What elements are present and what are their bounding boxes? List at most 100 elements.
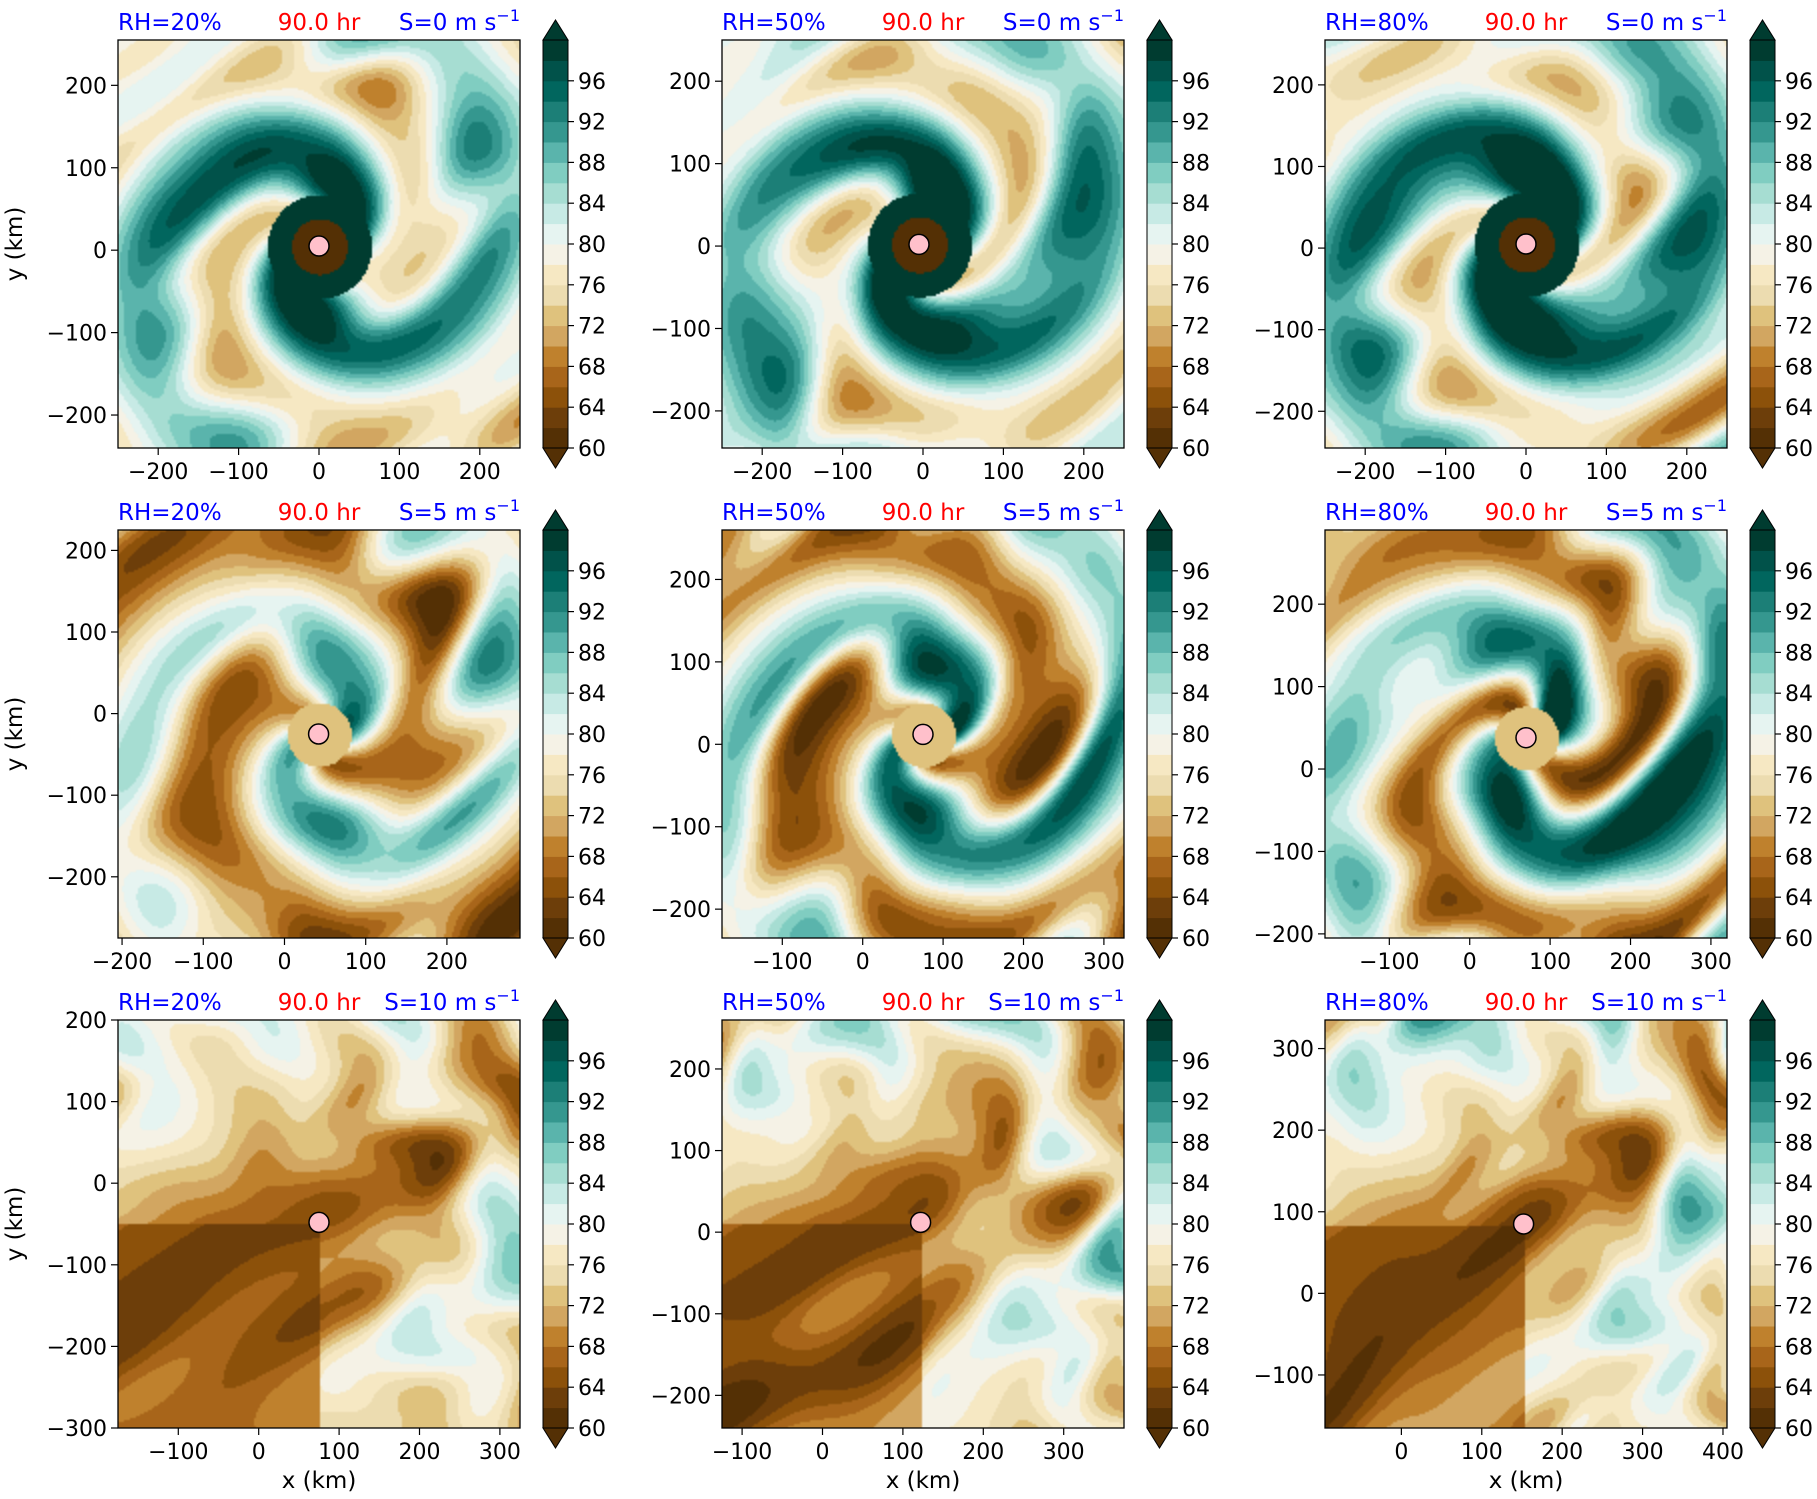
colorbar-level (543, 570, 568, 592)
x-tick-label: −200 (732, 460, 792, 485)
colorbar: 60 64 68 72 76 80 84 88 92 96 (1146, 19, 1210, 469)
colorbar-tick-label: 80 (1182, 233, 1210, 258)
colorbar-level (1147, 1264, 1172, 1286)
colorbar-tick-label: 80 (1785, 723, 1813, 748)
colorbar-level (1147, 244, 1172, 265)
colorbar-tick-label: 96 (1785, 1050, 1813, 1075)
colorbar-level (1147, 1060, 1172, 1082)
colorbar-level (1750, 1264, 1775, 1286)
colorbar-tick-label: 60 (1785, 437, 1813, 462)
y-tick-label: −100 (1254, 1364, 1314, 1389)
colorbar-extend-bottom (1146, 447, 1173, 469)
colorbar-level (543, 611, 568, 633)
shear-title: S=10 m s−1 (988, 986, 1124, 1016)
colorbar-tick-label: 68 (1182, 1335, 1210, 1360)
colorbar-tick-label: 76 (1182, 764, 1210, 789)
colorbar-tick-label: 72 (578, 805, 606, 830)
y-tick-label: −100 (47, 322, 107, 347)
panel-7: −100 0 100 200 300 −300 −200 −100 0 100 200 RH=20% 9… (2, 986, 606, 1494)
colorbar-level (1147, 754, 1172, 776)
colorbar-level (543, 1040, 568, 1062)
colorbar-level (1750, 1142, 1775, 1164)
y-tick-label: 100 (65, 621, 107, 646)
colorbar-level (1750, 1407, 1775, 1429)
colorbar-level (543, 203, 568, 225)
colorbar: 60 64 68 72 76 80 84 88 92 96 (1749, 509, 1813, 959)
colorbar-tick-label: 96 (578, 70, 606, 95)
colorbar-level (1147, 1407, 1172, 1429)
colorbar-tick-label: 64 (1182, 1376, 1210, 1401)
colorbar-level (543, 1183, 568, 1205)
y-axis-label: y (km) (2, 1187, 28, 1262)
colorbar-tick-label: 84 (578, 192, 606, 217)
panel-frame (721, 529, 1125, 939)
colorbar-level (1147, 1346, 1172, 1368)
colorbar-tick-label: 68 (578, 1335, 606, 1360)
y-tick-label: 200 (65, 539, 107, 564)
panel-frame (117, 1019, 521, 1429)
x-tick-label: 300 (1690, 950, 1732, 975)
x-tick-label: −200 (92, 950, 152, 975)
colorbar-tick-label: 92 (1785, 1091, 1813, 1116)
colorbar-level (1750, 40, 1775, 61)
panel-1: −200 −100 0 100 200 −200 −100 0 100 200 RH=20% 90.0… (2, 6, 606, 485)
x-tick-label: 200 (1063, 460, 1105, 485)
colorbar-tick-label: 64 (1785, 886, 1813, 911)
rh-title: RH=80% (1325, 10, 1429, 36)
colorbar-level (543, 1305, 568, 1327)
colorbar-level (1147, 836, 1172, 857)
colorbar-level (1147, 1183, 1172, 1205)
colorbar-tick-label: 84 (1785, 192, 1813, 217)
colorbar-level (1750, 774, 1775, 796)
colorbar: 60 64 68 72 76 80 84 88 92 96 (542, 999, 606, 1449)
x-tick-label: 200 (399, 1440, 441, 1465)
colorbar-extend-top (1146, 509, 1173, 531)
y-tick-label: 100 (669, 1140, 711, 1165)
colorbar-tick-label: 88 (1182, 151, 1210, 176)
colorbar-level (1147, 672, 1172, 694)
shear-title: S=0 m s−1 (1606, 6, 1727, 36)
colorbar-level (1147, 366, 1172, 388)
x-tick-label: 300 (1083, 950, 1125, 975)
colorbar-level (543, 80, 568, 102)
y-tick-label: −200 (47, 404, 107, 429)
colorbar-level (543, 223, 568, 245)
colorbar-level (1147, 1040, 1172, 1062)
colorbar-level (543, 1264, 568, 1286)
colorbar-level (543, 1162, 568, 1184)
colorbar-level (543, 1224, 568, 1245)
colorbar-level (1147, 1387, 1172, 1409)
colorbar-level (1147, 325, 1172, 347)
colorbar-tick-label: 80 (1182, 723, 1210, 748)
colorbar-level (1147, 897, 1172, 919)
colorbar-level (1750, 897, 1775, 919)
y-tick-label: 200 (669, 568, 711, 593)
panel-8: −100 0 100 200 300 −200 −100 0 100 200 RH=50% 90.0 … (651, 986, 1210, 1494)
colorbar-level (1750, 1040, 1775, 1062)
colorbar-level (1147, 856, 1172, 878)
colorbar-level (1750, 1224, 1775, 1245)
colorbar-level (1750, 876, 1775, 898)
colorbar-level (1147, 1081, 1172, 1103)
colorbar: 60 64 68 72 76 80 84 88 92 96 (542, 19, 606, 469)
rh-title: RH=80% (1325, 990, 1429, 1016)
colorbar-tick-label: 68 (1182, 845, 1210, 870)
x-tick-label: 300 (479, 1440, 521, 1465)
colorbar-level (1147, 693, 1172, 715)
colorbar-level (1147, 1142, 1172, 1164)
colorbar-level (1147, 1162, 1172, 1184)
colorbar-level (1750, 244, 1775, 265)
time-title: 90.0 hr (278, 10, 361, 36)
y-tick-label: 100 (669, 153, 711, 178)
colorbar-level (1147, 1020, 1172, 1041)
x-tick-label: −100 (1359, 950, 1419, 975)
colorbar-tick-label: 60 (1182, 927, 1210, 952)
colorbar-level (1750, 917, 1775, 939)
colorbar-extend-bottom (1749, 447, 1776, 469)
colorbar-tick-label: 76 (1182, 1254, 1210, 1279)
colorbar-tick-label: 68 (1785, 355, 1813, 380)
colorbar-level (1750, 550, 1775, 572)
colorbar-level (543, 1122, 568, 1143)
colorbar-tick-label: 92 (1182, 1091, 1210, 1116)
y-tick-label: 0 (697, 733, 711, 758)
